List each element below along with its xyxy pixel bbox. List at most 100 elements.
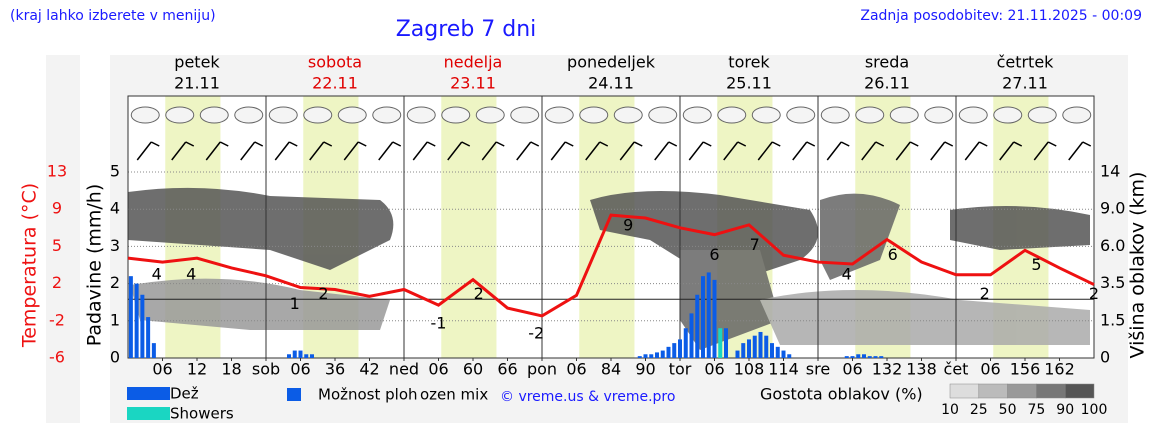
y2-tick-label: 6.0 <box>1100 236 1125 255</box>
x-tick-label: 06 <box>704 360 724 379</box>
x-tick-label: 42 <box>359 360 379 379</box>
weather-icon <box>544 106 574 124</box>
legend-swatch <box>127 387 170 400</box>
precip-bar <box>151 343 156 358</box>
weather-icon <box>234 106 264 124</box>
weather-icon <box>372 106 402 124</box>
wind-barb <box>895 141 911 161</box>
note: (kraj lahko izberete v meniju) <box>10 8 216 24</box>
temp-tick-label: 2 <box>52 273 62 292</box>
precip-bar <box>643 354 648 358</box>
wind-barb <box>150 141 160 147</box>
x-tick-label: 84 <box>601 360 621 379</box>
precip-bar <box>140 294 145 358</box>
cloud-legend-tick: 10 <box>941 402 959 418</box>
day-date: 26.11 <box>864 74 910 93</box>
precip-bar <box>706 272 711 358</box>
cloud-blob <box>950 206 1090 250</box>
wind-barb <box>343 141 359 161</box>
precip-bar <box>678 339 682 358</box>
cloud-blob <box>128 187 394 270</box>
y-tick-label: 1 <box>110 310 120 329</box>
day-date: 25.11 <box>726 74 772 93</box>
wind-barb <box>309 141 325 161</box>
day-date: 21.11 <box>174 74 220 93</box>
temp-tick-label: 13 <box>47 162 67 181</box>
temp-annotation: 9 <box>623 216 633 235</box>
day-name: ponedeljek <box>567 53 656 72</box>
day-date: 27.11 <box>1002 74 1048 93</box>
x-tick-label: 06 <box>428 360 448 379</box>
weather-icon <box>199 106 229 124</box>
left-panel <box>46 55 80 423</box>
wind-barb <box>861 141 877 161</box>
precip-bar <box>724 328 728 358</box>
day-name: sobota <box>308 53 362 72</box>
y-tick-label: 2 <box>110 273 120 292</box>
weather-icon <box>475 106 505 124</box>
wind-barb <box>964 141 980 161</box>
precip-bar <box>758 331 763 358</box>
wind-barb <box>619 141 635 161</box>
weather-icon <box>717 106 747 124</box>
precip-bar <box>146 317 151 358</box>
precip-bar <box>856 354 861 358</box>
y2-axis-label: Višina oblakov (km) <box>1127 172 1149 359</box>
weather-icon <box>303 106 333 124</box>
wind-barb <box>447 141 463 161</box>
weather-icon <box>337 106 367 124</box>
precip-bar <box>879 356 884 358</box>
day-date: 23.11 <box>450 74 496 93</box>
wind-barb <box>930 141 946 161</box>
x-tick-label: 60 <box>463 360 483 379</box>
wind-barb <box>654 141 670 161</box>
y2-tick-label: 0 <box>1100 348 1110 367</box>
x-tick-label: 06 <box>152 360 172 379</box>
weather-icon <box>820 106 850 124</box>
cloud-blob <box>760 290 1090 345</box>
legend-label: Dež <box>170 385 199 403</box>
wind-barb <box>688 141 704 161</box>
precip-bar <box>660 350 665 358</box>
temp-tick-label: -2 <box>49 310 65 329</box>
weather-icon <box>165 106 195 124</box>
wind-barb <box>219 141 229 147</box>
cloud-legend-box <box>1036 383 1066 399</box>
x-tick-label: 06 <box>842 360 862 379</box>
wind-barb <box>826 141 842 161</box>
weather-icon <box>924 106 954 124</box>
wind-barb <box>633 141 643 147</box>
cloud-legend-title: Gostota oblakov (%) <box>760 385 923 404</box>
wind-barb <box>288 141 298 147</box>
temp-annotation: 4 <box>152 265 162 284</box>
y2-tick-label: 3.5 <box>1100 273 1125 292</box>
temp-annotation: 2 <box>474 284 484 303</box>
wind-barb <box>185 141 195 147</box>
y2-tick-label: 1.5 <box>1100 310 1125 329</box>
wind-barb <box>461 141 471 147</box>
wind-barb <box>978 141 988 147</box>
y2-tick-label: 14 <box>1100 162 1120 181</box>
wind-barb <box>481 141 497 161</box>
wind-barb <box>136 141 152 161</box>
weather-icon <box>682 106 712 124</box>
wind-barb <box>378 141 394 161</box>
temp-annotation: 1 <box>290 294 300 313</box>
cloud-density <box>128 187 1090 350</box>
precip-bar <box>775 346 780 358</box>
wind-barb <box>550 141 566 161</box>
x-tick-label: tor <box>669 360 692 379</box>
precip-bar <box>134 283 139 358</box>
wind-barb <box>1068 141 1084 161</box>
weather-icon <box>889 106 919 124</box>
weather-icon <box>1027 106 1057 124</box>
wind-barb <box>240 141 256 161</box>
weather-icon <box>268 106 298 124</box>
temp-annotation: 5 <box>1031 255 1041 274</box>
temp-annotation: 2 <box>1089 284 1099 303</box>
weather-icon <box>1062 106 1092 124</box>
precip-bar <box>770 343 774 358</box>
precip-bar <box>666 346 671 358</box>
day-name: četrtek <box>997 53 1055 72</box>
